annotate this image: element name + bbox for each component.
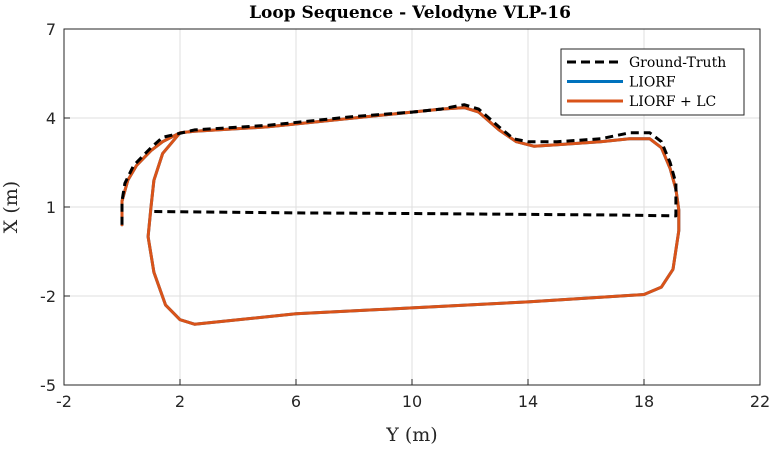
series-line-ground-truth: [120, 103, 678, 225]
x-tick-label: 14: [518, 392, 538, 411]
x-tick-label: 6: [291, 392, 301, 411]
x-axis-label: Y (m): [385, 424, 437, 446]
y-tick-label: 7: [46, 20, 56, 39]
legend-entry-label: LIORF: [629, 75, 676, 91]
y-tick-labels: -5 -2 1 4 7: [40, 20, 70, 395]
y-tick-label: 4: [46, 109, 56, 128]
legend-entry-label: Ground-Truth: [629, 55, 726, 71]
x-tick-label: 10: [402, 392, 422, 411]
x-tick-labels: -2 2 6 10 14 18 22: [56, 379, 770, 411]
y-axis-label: X (m): [0, 181, 22, 233]
y-tick-label: -2: [40, 287, 56, 306]
series-layer: [120, 103, 681, 326]
y-tick-label: 1: [46, 198, 56, 217]
x-tick-label: 18: [634, 392, 654, 411]
legend-entry-label: LIORF + LC: [629, 94, 716, 110]
x-tick-label: -2: [56, 392, 72, 411]
legend: Ground-Truth LIORF LIORF + LC: [560, 48, 745, 116]
x-tick-label: 2: [175, 392, 185, 411]
y-tick-label: -5: [40, 376, 56, 395]
x-tick-label: 22: [750, 392, 770, 411]
chart-title: Loop Sequence - Velodyne VLP-16: [249, 3, 571, 23]
